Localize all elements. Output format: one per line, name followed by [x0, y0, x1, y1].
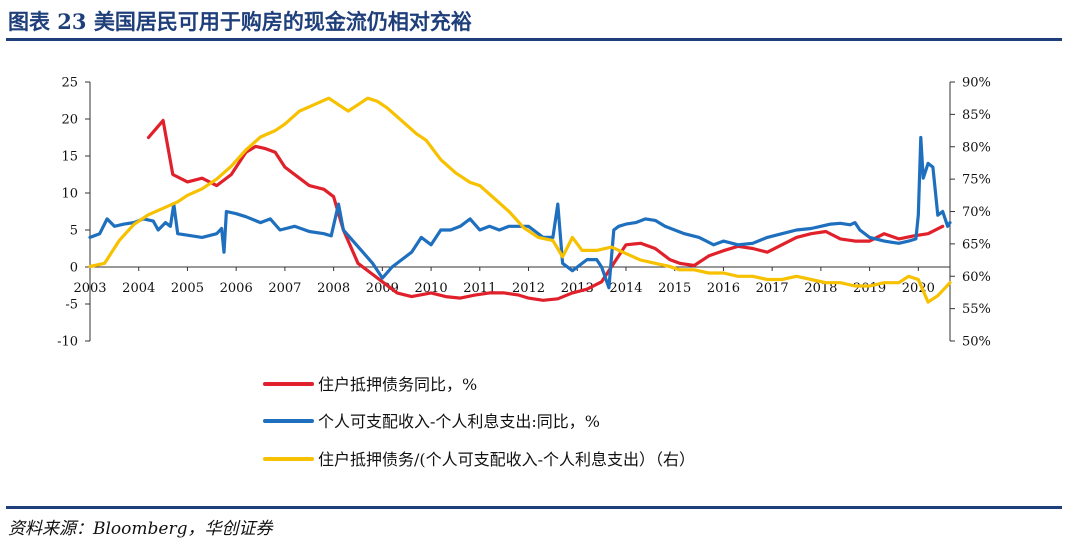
left-axis-tick-label: 25	[61, 76, 78, 91]
right-axis-tick-label: 90%	[962, 76, 991, 91]
right-axis-tick-label: 65%	[962, 237, 991, 252]
x-axis-tick-label: 2016	[707, 281, 740, 296]
chart-legend: 住户抵押债务同比，% 个人可支配收入-个人利息支出:同比，% 住户抵押债务/(个人可…	[263, 375, 695, 469]
x-axis-tick-label: 2008	[317, 281, 350, 296]
x-axis-tick-label: 2013	[561, 281, 594, 296]
left-axis-tick-label: 10	[61, 187, 78, 202]
right-axis-tick-label: 70%	[962, 205, 991, 220]
x-axis-tick-label: 2009	[366, 281, 399, 296]
source-note: 资料来源：Bloomberg，华创证券	[8, 519, 273, 539]
chart-axes: -10 -5 0 5 10 15 20 25 50% 55% 60% 65% 70% 75% 80% 85% 9…	[57, 76, 991, 350]
x-axis-tick-label: 2015	[658, 281, 691, 296]
x-axis-tick-label: 2010	[415, 281, 448, 296]
x-axis-tick-label: 2020	[902, 281, 935, 296]
chart-series	[88, 96, 952, 304]
x-axis-tick-label: 2012	[512, 281, 545, 296]
x-axis-tick-label: 2014	[609, 281, 642, 296]
x-axis-tick-label: 2017	[756, 281, 789, 296]
legend-label-3: 住户抵押债务/(个人可支配收入-个人利息支出）（右）	[318, 450, 695, 469]
left-axis-tick-label: -5	[65, 298, 78, 313]
legend-label-1: 住户抵押债务同比，%	[318, 375, 477, 394]
right-axis-tick-label: 75%	[962, 173, 991, 188]
x-axis-tick-label: 2006	[220, 281, 253, 296]
left-axis-tick-label: 20	[61, 113, 78, 128]
right-axis-tick-label: 50%	[962, 335, 991, 350]
x-axis-tick-label: 2007	[268, 281, 301, 296]
left-axis-tick-label: 15	[61, 150, 78, 165]
x-axis-tick-label: 2004	[122, 281, 155, 296]
figure-title: 图表 23 美国居民可用于购房的现金流仍相对充裕	[8, 9, 472, 34]
x-axis-tick-label: 2005	[171, 281, 204, 296]
legend-label-2: 个人可支配收入-个人利息支出:同比，%	[318, 412, 600, 431]
left-axis-tick-label: 5	[70, 224, 78, 239]
series-line-2	[88, 135, 952, 290]
title-bar: 图表 23 美国居民可用于购房的现金流仍相对充裕	[0, 0, 1080, 40]
right-axis-tick-label: 55%	[962, 302, 991, 317]
series-line-1	[146, 118, 945, 302]
x-axis-tick-label: 2018	[804, 281, 837, 296]
footer-divider	[6, 506, 1062, 509]
right-axis-tick-label: 60%	[962, 270, 991, 285]
right-axis-tick-label: 80%	[962, 140, 991, 155]
right-axis-tick-label: 85%	[962, 108, 991, 123]
title-divider	[6, 38, 1062, 41]
left-axis-tick-label: 0	[70, 261, 78, 276]
x-axis-tick-label: 2003	[73, 281, 106, 296]
series-line-3	[88, 96, 952, 304]
left-axis-tick-label: -10	[57, 335, 78, 350]
